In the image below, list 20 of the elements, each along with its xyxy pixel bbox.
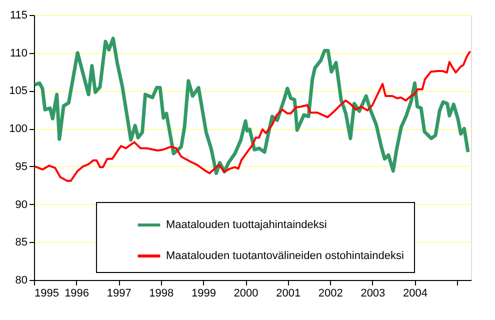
- y-tick-label: 115: [10, 10, 28, 22]
- y-tick-label: 95: [15, 160, 28, 173]
- x-tick-label: 2002: [318, 288, 343, 300]
- y-tick-label: 100: [9, 123, 28, 136]
- y-tick-label: 85: [15, 236, 28, 249]
- x-tick-label: 2003: [360, 288, 386, 300]
- x-tick-label: 2004: [402, 288, 428, 300]
- legend-label: Maatalouden tuottajahintaindeksi: [166, 219, 327, 231]
- y-tick-label: 80: [15, 274, 28, 286]
- x-tick-label: 2000: [234, 288, 258, 300]
- y-tick-label: 105: [9, 85, 28, 98]
- x-tick-label: 1996: [64, 288, 90, 300]
- y-tick-label: 90: [15, 198, 28, 211]
- x-tick-label: 2001: [276, 288, 301, 300]
- x-tick-label: 1997: [106, 288, 132, 300]
- x-tick-label: 1998: [149, 288, 174, 300]
- y-tick-label: 110: [10, 47, 28, 60]
- x-tick-label: 1999: [191, 288, 216, 300]
- legend-label: Maatalouden tuotantovälineiden ostohintaindeksi: [166, 250, 404, 262]
- x-tick-label: 1995: [34, 288, 59, 300]
